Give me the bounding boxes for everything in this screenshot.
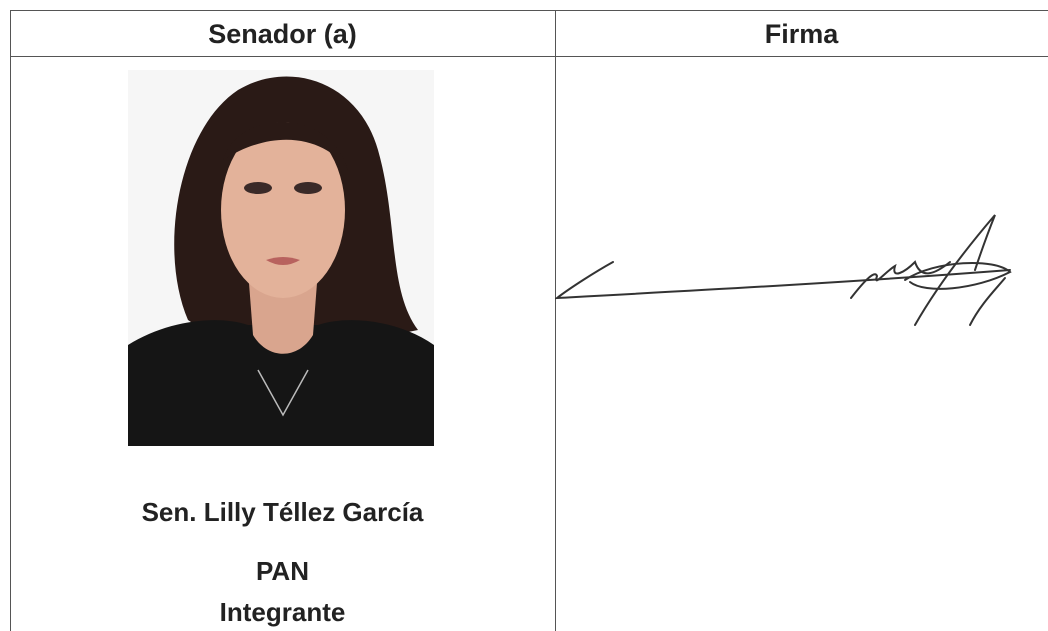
column-divider — [555, 10, 556, 631]
header-cell: Senador (a) — [208, 19, 357, 49]
senator-photo — [128, 70, 434, 446]
senator-role: Integrante — [219, 597, 346, 627]
table-border — [10, 10, 1048, 631]
senator-name: Sen. Lilly Téllez García — [141, 497, 424, 527]
signature — [555, 214, 1012, 326]
senator-party: PAN — [256, 556, 309, 586]
header-cell: Firma — [764, 19, 839, 49]
header-divider — [10, 56, 1048, 57]
